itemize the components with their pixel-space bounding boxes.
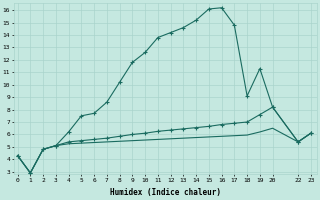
X-axis label: Humidex (Indice chaleur): Humidex (Indice chaleur)	[110, 188, 221, 197]
